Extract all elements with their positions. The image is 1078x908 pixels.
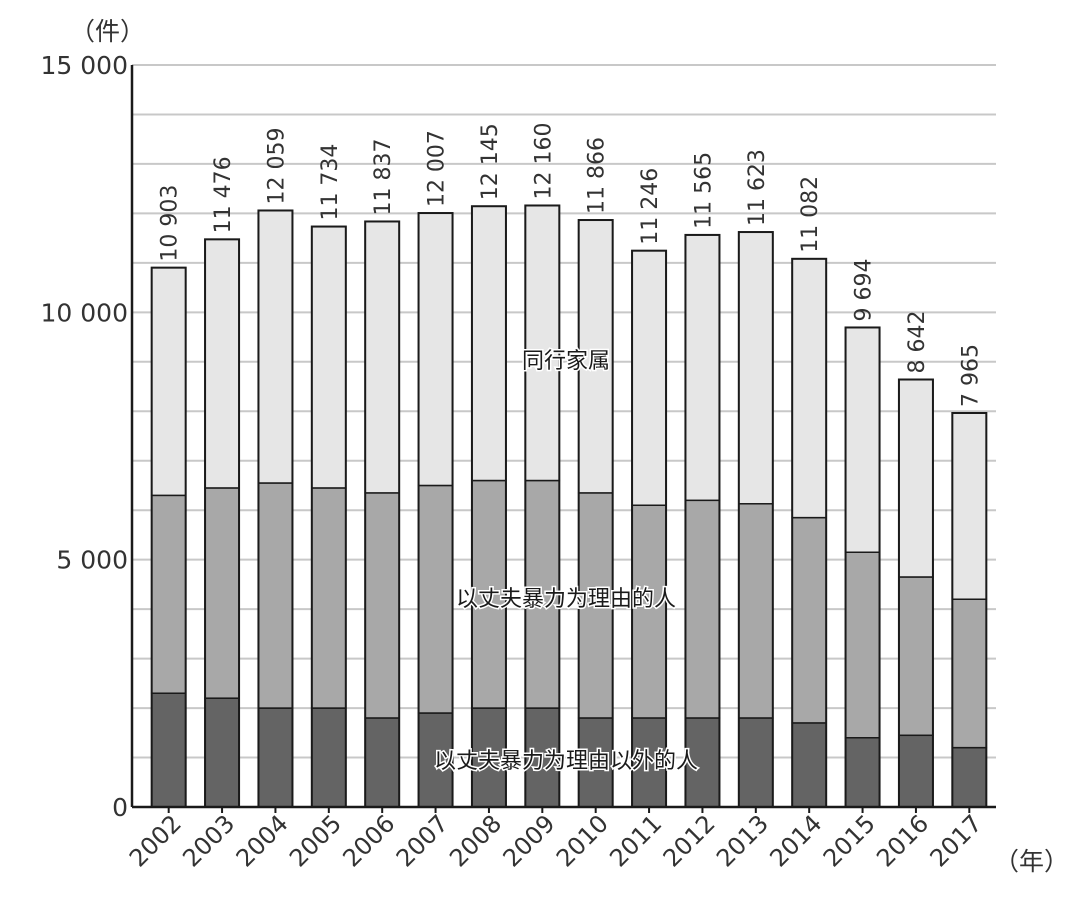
total-value-label: 7 965: [958, 344, 983, 407]
x-tick-label: 2017: [925, 809, 988, 872]
total-value-label: 12 160: [531, 123, 556, 200]
axes: [130, 65, 996, 813]
x-tick-label: 2002: [124, 809, 187, 872]
bar-segment: [791, 516, 827, 724]
bar-segment: [844, 736, 881, 808]
bar-segment: [684, 499, 721, 719]
bar-segment: [417, 212, 454, 487]
total-value-label: 9 694: [852, 258, 877, 321]
series-label: 以丈夫暴力为理由以外的人: [434, 749, 698, 774]
bar-segment: [364, 492, 400, 719]
bar-segment: [311, 487, 347, 709]
total-value-label: 11 866: [585, 137, 610, 214]
total-value-label: 11 565: [691, 152, 716, 229]
bar-segment: [311, 225, 347, 489]
bar-segment: [898, 576, 934, 737]
bar-segment: [898, 734, 934, 808]
total-value-label: 11 246: [638, 168, 663, 245]
y-tick-labels: 0 5 000 10 000 15 000: [41, 51, 128, 822]
x-tick-label: 2004: [231, 809, 294, 872]
x-tick-label: 2012: [658, 809, 721, 872]
bar-segment: [204, 487, 240, 699]
bar-segment: [364, 717, 400, 808]
bar-segment: [844, 551, 881, 739]
series-label: 以丈夫暴力为理由的人: [456, 587, 676, 612]
y-tick-label: 10 000: [41, 298, 128, 327]
x-tick-label: 2014: [764, 809, 827, 872]
bar-segment: [311, 707, 347, 808]
bar-segment: [898, 378, 934, 578]
x-tick-label: 2016: [871, 809, 934, 872]
bar-segment: [791, 258, 827, 519]
total-labels: 10 903 11 476 12 059 11 734 11 837 12 007 12 1…: [158, 123, 984, 407]
x-tick-label: 2010: [551, 809, 614, 872]
y-unit-label: （件）: [70, 17, 145, 46]
x-tick-label: 2007: [391, 809, 454, 872]
bar-segment: [150, 494, 187, 694]
bar-segment: [417, 484, 454, 714]
bar-segment: [951, 412, 988, 600]
series-label: 同行家属: [522, 349, 610, 374]
total-value-label: 11 837: [371, 138, 396, 215]
bar-segment: [364, 220, 400, 494]
bar-segment: [951, 598, 988, 749]
total-value-label: 10 903: [158, 185, 183, 262]
bar-segment: [951, 746, 988, 808]
total-value-label: 12 059: [264, 127, 289, 204]
bar-segment: [524, 204, 561, 482]
total-value-label: 11 623: [745, 149, 770, 226]
bars: [150, 204, 988, 809]
bar-segment: [631, 249, 667, 507]
total-value-label: 8 642: [905, 311, 930, 374]
y-tick-label: 15 000: [41, 51, 128, 80]
bar-segment: [150, 692, 187, 808]
bar-segment: [738, 503, 774, 719]
y-tick-label: 0: [112, 793, 128, 822]
total-value-label: 11 476: [211, 156, 236, 233]
x-tick-labels: 2002200320042005200620072008200920102011…: [124, 809, 988, 872]
x-tick-label: 2006: [337, 809, 400, 872]
x-tick-label: 2013: [711, 809, 774, 872]
y-tick-label: 5 000: [56, 546, 128, 575]
bar-segment: [257, 707, 294, 808]
x-tick-label: 2009: [498, 809, 561, 872]
bar-segment: [738, 231, 774, 505]
bar-segment: [791, 722, 827, 808]
bar-segment: [150, 266, 187, 497]
bar-segment: [684, 234, 721, 502]
bar-segment: [844, 326, 881, 553]
x-tick-label: 2005: [284, 809, 347, 872]
x-tick-label: 2015: [818, 809, 881, 872]
total-value-label: 12 145: [478, 123, 503, 200]
bar-segment: [204, 238, 240, 489]
bar-segment: [257, 482, 294, 709]
x-unit-label: （年）: [994, 847, 1069, 876]
total-value-label: 11 082: [798, 176, 823, 253]
bar-segment: [204, 697, 240, 808]
bar-segment: [631, 504, 667, 719]
total-value-label: 11 734: [318, 144, 343, 221]
bar-segment: [257, 209, 294, 484]
x-tick-label: 2008: [444, 809, 507, 872]
total-value-label: 12 007: [425, 130, 450, 207]
bar-segment: [471, 205, 507, 482]
x-tick-label: 2003: [177, 809, 240, 872]
x-tick-label: 2011: [604, 809, 667, 872]
bar-segment: [738, 717, 774, 808]
